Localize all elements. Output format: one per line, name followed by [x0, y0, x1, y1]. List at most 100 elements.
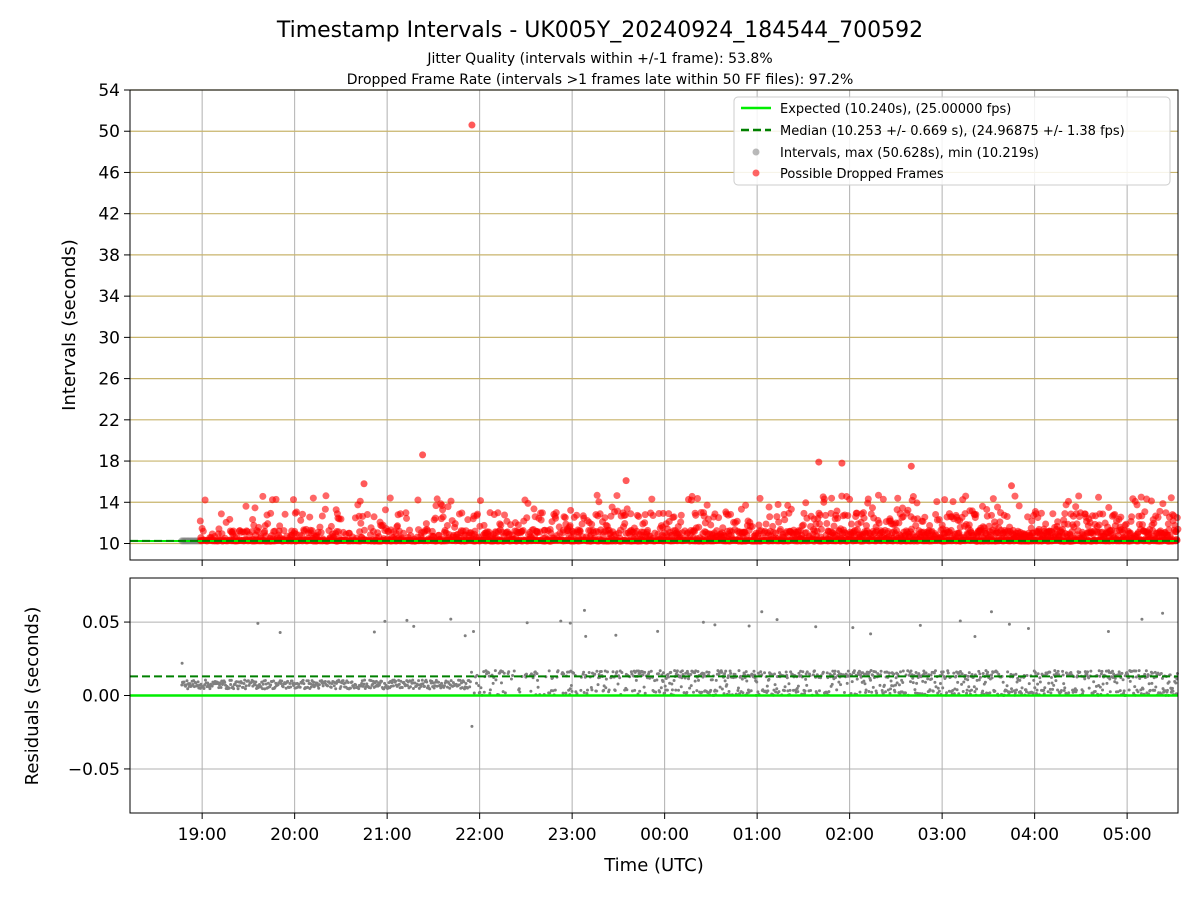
- residual-point: [478, 690, 482, 694]
- x-tick-label: 05:00: [1103, 825, 1152, 845]
- dropped-frame-point: [719, 524, 727, 532]
- dropped-frame-point: [868, 504, 876, 512]
- residual-point: [419, 685, 423, 689]
- residual-point: [470, 724, 474, 728]
- residual-point: [967, 685, 971, 689]
- dropped-frame-point: [1159, 500, 1167, 508]
- residual-point: [881, 691, 885, 695]
- residual-point: [1038, 680, 1042, 684]
- residual-point: [449, 679, 453, 683]
- dropped-frame-point: [1147, 497, 1155, 505]
- residual-point: [797, 671, 801, 675]
- residual-point: [1159, 671, 1163, 675]
- residual-point: [1098, 674, 1102, 678]
- dropped-frame-point: [1008, 482, 1016, 490]
- residual-point: [941, 686, 945, 690]
- residual-point: [958, 670, 962, 674]
- residual-point: [246, 679, 250, 683]
- dropped-frame-point: [933, 498, 941, 506]
- residual-point: [977, 678, 981, 682]
- residual-point: [702, 672, 706, 676]
- residual-point: [372, 630, 376, 634]
- residual-point: [1062, 682, 1066, 686]
- residual-point: [525, 621, 529, 625]
- residual-point: [821, 670, 825, 674]
- residual-point: [350, 680, 354, 684]
- residual-point: [886, 688, 890, 692]
- residual-point: [766, 689, 770, 693]
- residual-point: [488, 691, 492, 695]
- residual-point: [625, 688, 629, 692]
- residual-point: [357, 687, 361, 691]
- residual-point: [796, 690, 800, 694]
- dropped-frame-point: [259, 492, 267, 500]
- dropped-frame-point: [419, 451, 427, 459]
- residual-point: [945, 691, 949, 695]
- residual-point: [1097, 669, 1101, 673]
- residual-point: [529, 672, 533, 676]
- residual-point: [1015, 680, 1019, 684]
- dropped-frame-point: [909, 493, 917, 501]
- residual-point: [689, 673, 693, 677]
- residual-point: [1146, 673, 1150, 677]
- residual-point: [1170, 686, 1174, 690]
- residual-point: [720, 687, 724, 691]
- dropped-frame-point: [703, 501, 711, 509]
- dropped-frame-point: [1037, 509, 1045, 517]
- residual-point: [474, 681, 478, 685]
- residual-point: [845, 681, 849, 685]
- residual-point: [785, 676, 789, 680]
- residual-point: [966, 678, 970, 682]
- residual-point: [413, 681, 417, 685]
- residual-point: [223, 680, 227, 684]
- dropped-frame-point: [370, 513, 378, 521]
- residual-point: [889, 687, 893, 691]
- residual-point: [837, 680, 841, 684]
- residual-point: [302, 682, 306, 686]
- residual-point: [561, 691, 565, 695]
- residual-point: [1001, 680, 1005, 684]
- residual-point: [582, 608, 586, 612]
- residual-point: [281, 685, 285, 689]
- dropped-frame-point: [899, 504, 907, 512]
- dropped-frame-point: [473, 510, 481, 518]
- dropped-frame-point: [773, 513, 781, 521]
- residual-point: [1033, 686, 1037, 690]
- residual-point: [479, 686, 483, 690]
- residual-point: [975, 687, 979, 691]
- residual-point: [1074, 688, 1078, 692]
- residual-point: [595, 669, 599, 673]
- residual-point: [884, 690, 888, 694]
- dropped-frame-point: [276, 522, 284, 530]
- residual-point: [470, 670, 474, 674]
- residual-point: [977, 669, 981, 673]
- residual-point: [941, 670, 945, 674]
- residual-point: [219, 686, 223, 690]
- x-tick-label: 01:00: [733, 825, 782, 845]
- residual-point: [745, 679, 749, 683]
- residual-point: [638, 689, 642, 693]
- residual-point: [329, 685, 333, 689]
- dropped-frame-point: [381, 506, 389, 514]
- residual-point: [926, 677, 930, 681]
- residual-point: [839, 683, 843, 687]
- residual-point: [923, 680, 927, 684]
- residual-point: [1063, 686, 1067, 690]
- x-tick-label: 22:00: [455, 825, 504, 845]
- residual-point: [374, 679, 378, 683]
- residual-point: [339, 685, 343, 689]
- dropped-frame-point: [756, 494, 764, 502]
- residual-point: [1033, 670, 1037, 674]
- residual-point: [328, 681, 332, 685]
- residual-point: [713, 623, 717, 627]
- residual-point: [952, 671, 956, 675]
- dropped-frame-point: [781, 516, 789, 524]
- residual-point: [278, 631, 282, 635]
- dropped-frame-point: [1167, 494, 1175, 502]
- residual-point: [850, 680, 854, 684]
- legend-median-label: Median (10.253 +/- 0.669 s), (24.96875 +…: [780, 124, 1125, 139]
- residual-point: [597, 673, 601, 677]
- dropped-frame-point: [403, 514, 411, 522]
- residual-point: [787, 682, 791, 686]
- legend-intervals-label: Intervals, max (50.628s), min (10.219s): [780, 146, 1039, 161]
